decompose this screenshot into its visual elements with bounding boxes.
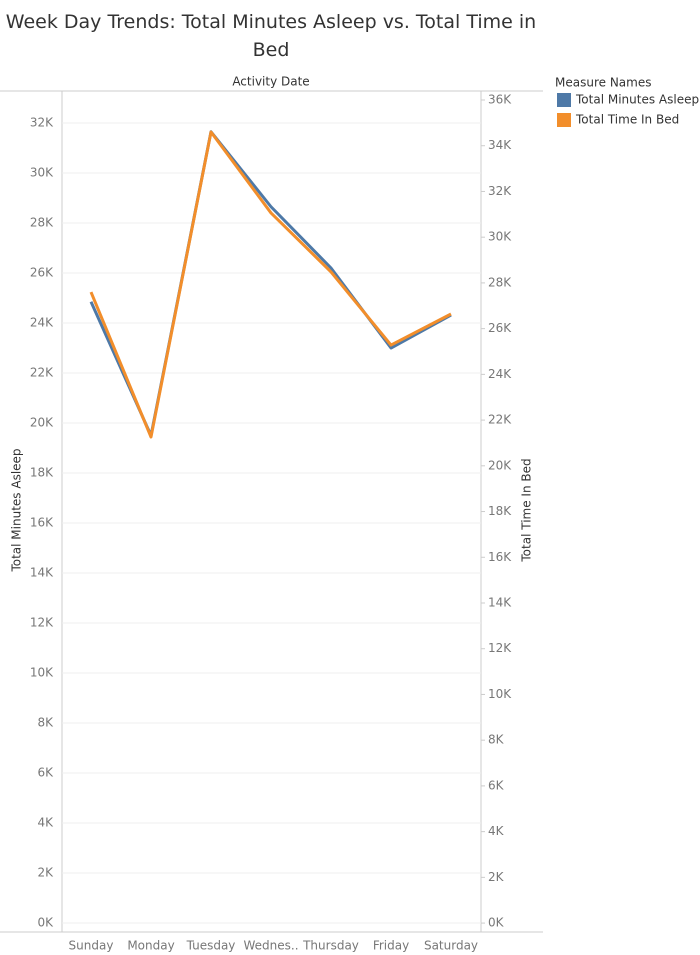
y-tick-label: 22K: [30, 366, 54, 380]
line-series: [89, 130, 452, 439]
y-tick-label: 6K: [37, 766, 54, 780]
x-tick-label: Wednes..: [243, 939, 298, 953]
line-series: [89, 130, 452, 437]
y2-tick-label: 0K: [488, 916, 505, 930]
y-axis-title: Total Minutes Asleep: [10, 448, 24, 572]
y-tick-label: 10K: [30, 666, 54, 680]
y2-tick-label: 12K: [488, 641, 512, 655]
y-tick-label: 24K: [30, 316, 54, 330]
y2-tick-label: 2K: [488, 870, 505, 884]
y-tick-label: 16K: [30, 516, 54, 530]
x-tick-label: Tuesday: [186, 939, 236, 953]
x-axis-title: Activity Date: [232, 75, 309, 89]
y2-tick-label: 18K: [488, 504, 512, 518]
legend-swatch: [557, 113, 571, 127]
y2-tick-label: 8K: [488, 733, 505, 747]
y-tick-label: 14K: [30, 566, 54, 580]
legend-swatch: [557, 93, 571, 107]
y-tick-label: 30K: [30, 166, 54, 180]
x-tick-label: Thursday: [302, 939, 359, 953]
y2-tick-label: 32K: [488, 184, 512, 198]
y-tick-label: 2K: [37, 866, 54, 880]
y-tick-label: 28K: [30, 216, 54, 230]
x-tick-label: Friday: [373, 939, 409, 953]
x-tick-label: Monday: [127, 939, 174, 953]
y2-axis-title: Total Time In Bed: [520, 458, 534, 562]
x-tick-label: Sunday: [69, 939, 114, 953]
y-tick-label: 26K: [30, 266, 54, 280]
y-tick-label: 12K: [30, 616, 54, 630]
y-tick-label: 18K: [30, 466, 54, 480]
y2-tick-label: 16K: [488, 550, 512, 564]
y2-tick-label: 10K: [488, 687, 512, 701]
legend-label: Total Minutes Asleep: [575, 93, 699, 107]
y2-tick-label: 14K: [488, 595, 512, 609]
y2-tick-label: 6K: [488, 778, 505, 792]
y2-tick-label: 36K: [488, 93, 512, 107]
y-tick-label: 8K: [37, 716, 54, 730]
y-tick-label: 0K: [37, 916, 54, 930]
y2-tick-label: 4K: [488, 824, 505, 838]
legend-label: Total Time In Bed: [575, 113, 679, 127]
y2-tick-label: 26K: [488, 321, 512, 335]
legend-title: Measure Names: [555, 76, 651, 90]
x-tick-label: Saturday: [424, 939, 478, 953]
y-tick-label: 4K: [37, 816, 54, 830]
y-tick-label: 32K: [30, 116, 54, 130]
y-tick-label: 20K: [30, 416, 54, 430]
chart-title: Week Day Trends: Total Minutes Asleep vs…: [5, 11, 537, 61]
y2-tick-label: 30K: [488, 230, 512, 244]
y2-tick-label: 24K: [488, 367, 512, 381]
y2-tick-label: 28K: [488, 275, 512, 289]
y2-tick-label: 34K: [488, 138, 512, 152]
y2-tick-label: 20K: [488, 458, 512, 472]
y2-tick-label: 22K: [488, 413, 512, 427]
